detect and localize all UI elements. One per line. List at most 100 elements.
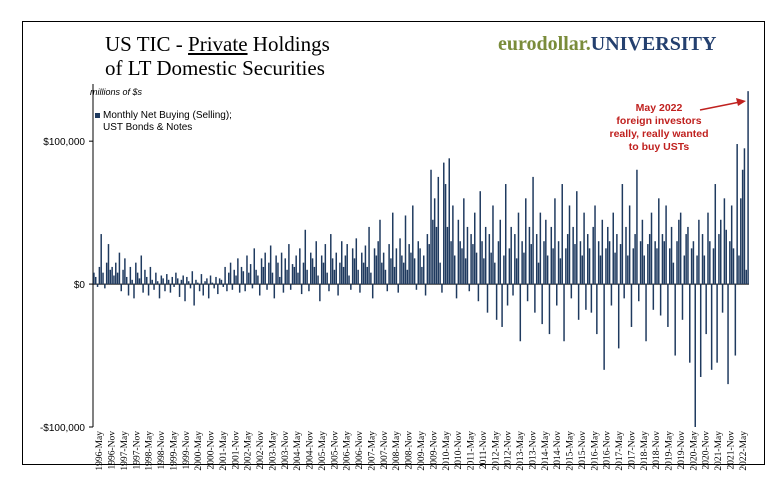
bar [151, 279, 153, 285]
bar [402, 262, 405, 285]
bar [490, 252, 492, 285]
bar [643, 255, 645, 285]
bar [592, 226, 594, 285]
bar [588, 248, 591, 285]
bar [388, 244, 390, 285]
bar [331, 258, 334, 285]
bar [594, 205, 596, 285]
bar [725, 229, 727, 285]
bar [658, 198, 660, 285]
bar [435, 226, 438, 285]
bar [297, 272, 299, 285]
bar [339, 262, 341, 285]
bar [537, 262, 540, 285]
bar [599, 255, 602, 285]
bar [437, 176, 440, 285]
bar [583, 212, 585, 285]
bar [228, 272, 230, 285]
bar [605, 248, 607, 285]
bar [665, 205, 667, 285]
bar [563, 284, 565, 342]
bar [732, 248, 735, 285]
bar [612, 212, 614, 285]
bar [415, 284, 418, 290]
bar [319, 284, 321, 302]
bar [189, 284, 192, 289]
bar [311, 258, 314, 285]
bar [745, 269, 748, 285]
bar [107, 244, 110, 285]
annotation-arrow [699, 98, 746, 111]
bar [346, 244, 348, 285]
bar [211, 282, 214, 285]
bar [565, 248, 567, 285]
bar [557, 241, 560, 285]
bar [162, 278, 164, 285]
x-tick-label: 2018-May [640, 431, 650, 471]
title-underlined-word: Private [188, 32, 248, 56]
brand-part-1: eurodollar. [498, 33, 591, 55]
bar [122, 269, 124, 285]
x-tick-label: 2011-May [467, 431, 477, 470]
bar [361, 252, 363, 285]
bar [570, 284, 573, 299]
x-tick-label: 2017-May [615, 431, 625, 471]
bar [634, 234, 636, 285]
bar [330, 234, 332, 285]
bar [738, 255, 740, 285]
bar [116, 272, 119, 285]
bar [712, 248, 715, 285]
x-tick-label: 2008-May [392, 431, 402, 471]
bar [295, 255, 297, 285]
bar [118, 252, 121, 285]
bar [705, 284, 707, 335]
bar [645, 284, 647, 342]
bar [632, 248, 635, 285]
bar [104, 284, 106, 289]
bar [253, 248, 256, 285]
x-tick-label: 1998-Nov [157, 431, 167, 470]
bar [317, 275, 319, 285]
annotation-line-2: foreign investors [616, 115, 702, 127]
bar [428, 244, 430, 285]
bar [468, 284, 471, 292]
bar [224, 266, 226, 285]
x-tick-label: 1996-May [95, 431, 105, 471]
x-tick-labels: 1996-May 1996-Nov 1997-May 1997-Nov 1998-May… [95, 431, 749, 471]
legend-line-1: Monthly Net Buying (Selling); [103, 110, 232, 121]
bar [392, 212, 394, 285]
bar [135, 262, 137, 285]
bar [585, 284, 587, 310]
bar [608, 241, 611, 285]
x-tick-label: 2007-May [367, 431, 377, 471]
bar [514, 234, 516, 285]
bar [636, 169, 638, 285]
bar [488, 234, 491, 285]
bar [384, 269, 387, 285]
x-tick-label: 2003-Nov [281, 431, 291, 470]
bar [652, 284, 655, 310]
x-tick-label: 2021-May [714, 431, 724, 471]
bar [200, 274, 203, 285]
bar [690, 248, 693, 285]
x-tick-label: 1998-May [145, 431, 155, 471]
bar [379, 219, 381, 285]
bar [668, 248, 671, 285]
bar [474, 212, 476, 285]
bar [373, 248, 376, 285]
bar [144, 269, 146, 285]
bar [264, 252, 266, 285]
x-tick-label: 2000-Nov [207, 431, 217, 470]
bar [125, 276, 128, 285]
bar [371, 284, 374, 299]
bar [723, 198, 726, 285]
bar [590, 284, 593, 313]
bar [186, 276, 188, 285]
bar [335, 252, 338, 285]
bar [689, 284, 691, 363]
bar [523, 252, 525, 285]
bar [556, 284, 558, 306]
bar [167, 279, 170, 285]
x-tick-label: 2008-Nov [405, 431, 415, 470]
bar [207, 284, 210, 299]
